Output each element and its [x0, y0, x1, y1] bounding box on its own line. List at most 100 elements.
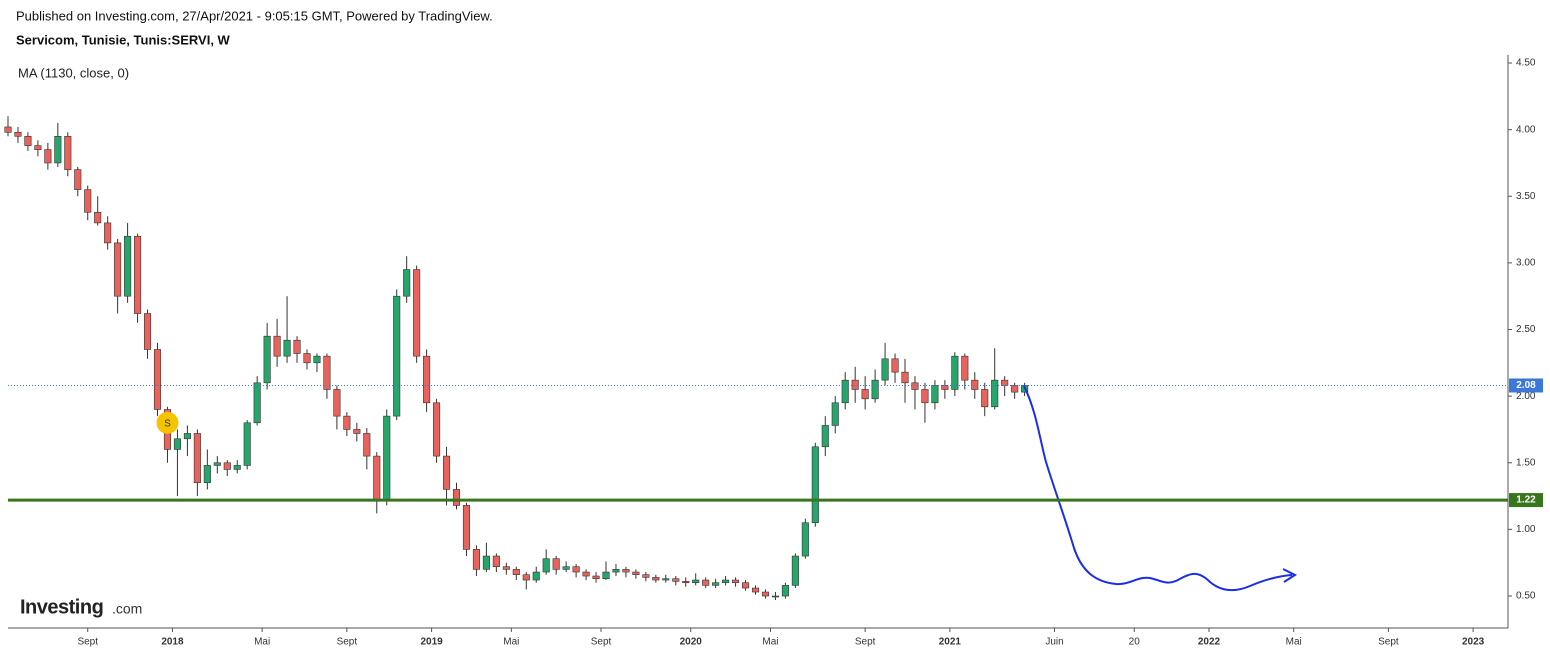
- candle-body: [134, 235, 142, 314]
- y-tick-label: 3.00: [1516, 258, 1536, 269]
- candle-body: [991, 379, 999, 408]
- candle-body: [722, 579, 730, 583]
- candle-body: [572, 566, 580, 573]
- x-tick-label: 2018: [161, 637, 184, 648]
- candle-body: [652, 577, 660, 581]
- candle-body: [881, 358, 889, 381]
- candle-body: [492, 555, 500, 568]
- candle-body: [253, 382, 261, 424]
- x-tick-label: Mai: [762, 637, 778, 648]
- candle-body: [851, 379, 859, 390]
- x-tick-label: 2019: [420, 637, 443, 648]
- projection-arrowhead: [1282, 568, 1298, 583]
- candle-body: [761, 591, 770, 597]
- candle-body: [353, 429, 361, 434]
- candle-body: [921, 389, 929, 404]
- candle-body: [173, 438, 181, 450]
- candle-body: [841, 379, 849, 404]
- candle-body: [801, 522, 809, 557]
- candle-body: [582, 571, 590, 577]
- candle-body: [442, 455, 451, 490]
- candle-body: [423, 355, 431, 404]
- candle-body: [183, 433, 191, 440]
- candle-body: [771, 595, 779, 598]
- candle-body: [602, 571, 610, 579]
- x-tick-label: 20: [1129, 637, 1141, 648]
- candle-body: [303, 353, 311, 364]
- candle-body: [512, 569, 520, 575]
- x-tick-label: Sept: [855, 637, 876, 648]
- candle-body: [502, 566, 510, 570]
- candle-body: [333, 389, 341, 417]
- candle-body: [114, 242, 122, 297]
- candle-body: [672, 578, 680, 582]
- signal-marker: [156, 411, 179, 434]
- candle-body: [263, 335, 271, 384]
- candle-body: [223, 462, 231, 470]
- candle-body: [413, 269, 421, 357]
- candle-body: [343, 415, 351, 430]
- candle-body: [383, 415, 391, 501]
- candle-body: [552, 558, 560, 570]
- candle-body: [482, 555, 490, 570]
- candle-body: [751, 587, 760, 593]
- candle-body: [702, 579, 710, 586]
- candle-body: [961, 355, 969, 381]
- candle-body: [732, 579, 740, 583]
- candle-body: [153, 349, 162, 410]
- candle-body: [64, 135, 72, 170]
- candle-body: [363, 433, 371, 457]
- candle-body: [313, 355, 321, 364]
- candle-body: [104, 222, 112, 244]
- candle-body: [821, 425, 829, 448]
- candle-body: [193, 433, 201, 484]
- logo-brand: Investing: [20, 596, 103, 618]
- x-tick-label: Sept: [337, 637, 358, 648]
- candle-body: [542, 558, 550, 573]
- candle-body: [622, 569, 630, 573]
- candle-body: [931, 385, 939, 404]
- candle-body: [951, 355, 959, 390]
- candle-body: [323, 355, 331, 390]
- candle-body: [283, 339, 291, 357]
- x-tick-label: 2023: [1462, 637, 1485, 648]
- candle-body: [692, 579, 700, 583]
- candle-body: [861, 389, 869, 400]
- candle-body: [712, 582, 720, 586]
- candle-body: [452, 489, 461, 506]
- candle-body: [1001, 379, 1009, 386]
- candle-body: [393, 295, 401, 417]
- chart-title: Servicom, Tunisie, Tunis:SERVI, W: [16, 32, 231, 47]
- candle-body: [84, 189, 92, 213]
- candle-body: [941, 385, 949, 390]
- y-tick-label: 1.00: [1516, 524, 1536, 535]
- x-tick-label: 2021: [939, 637, 962, 648]
- x-tick-label: 2020: [680, 637, 703, 648]
- candle-body: [243, 422, 251, 466]
- candle-body: [981, 389, 989, 408]
- candle-body: [891, 358, 899, 373]
- x-tick-label: Sept: [77, 637, 98, 648]
- candle-body: [1011, 385, 1019, 393]
- logo: Investing .com: [20, 596, 142, 618]
- candle-body: [811, 446, 819, 524]
- candle-body: [901, 371, 909, 384]
- candle-body: [94, 211, 102, 224]
- y-tick-label: 4.00: [1516, 124, 1536, 135]
- candle-body: [4, 126, 12, 133]
- price-badge-label: 1.22: [1516, 495, 1536, 506]
- x-tick-label: 2022: [1198, 637, 1221, 648]
- y-tick-label: 3.50: [1516, 191, 1536, 202]
- y-tick-label: 4.50: [1516, 58, 1536, 69]
- candle-body: [213, 462, 221, 466]
- candle-body: [592, 575, 600, 579]
- published-note: Published on Investing.com, 27/Apr/2021 …: [16, 8, 493, 23]
- candle-body: [462, 505, 471, 550]
- candle-body: [742, 582, 750, 589]
- drawn-projection: [1023, 385, 1293, 592]
- candle-body: [831, 402, 839, 426]
- logo-suffix: .com: [112, 601, 142, 617]
- candle-body: [143, 313, 152, 350]
- x-tick-label: Mai: [503, 637, 519, 648]
